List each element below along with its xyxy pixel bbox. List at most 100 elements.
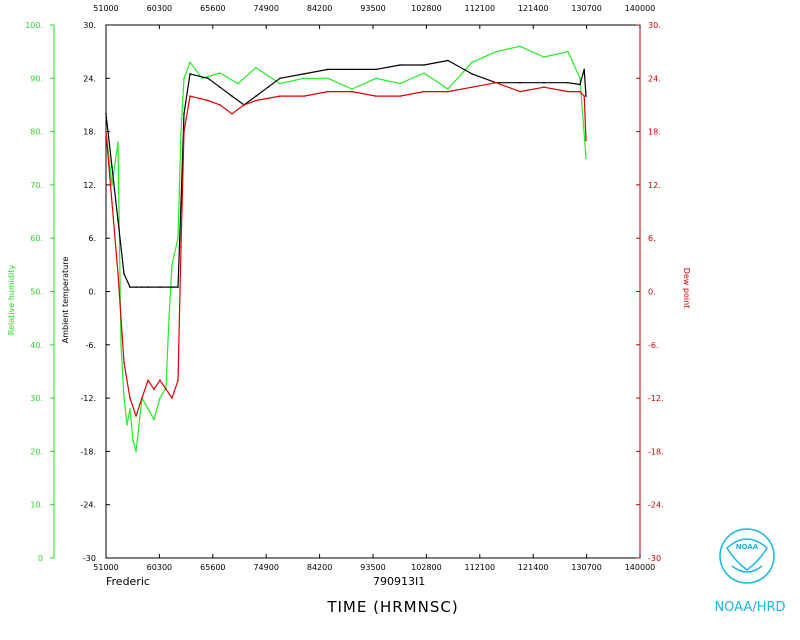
dewpoint-series-point bbox=[153, 388, 155, 391]
dewpoint-series-point bbox=[135, 415, 137, 417]
rh-series-point bbox=[303, 77, 305, 80]
x-tick-label: 74900 bbox=[253, 563, 278, 572]
dewpoint-axis-tick-label: -12. bbox=[648, 394, 664, 403]
rh-series-point bbox=[147, 408, 149, 410]
ticks-layer: 51000 51000 60300 60300 65600 65600 74900 74900… bbox=[25, 4, 663, 572]
temp-axis-tick-label: 24. bbox=[83, 74, 96, 83]
temperature-series-point bbox=[255, 95, 257, 97]
temp-axis-tick-label: -30 bbox=[83, 554, 96, 563]
temperature-series-point bbox=[177, 286, 179, 288]
temp-axis-tick-label: -6. bbox=[85, 341, 96, 350]
flight-id: 790913I1 bbox=[373, 575, 425, 588]
dewpoint-series-point bbox=[180, 246, 182, 248]
rh-series-point bbox=[120, 344, 122, 346]
dewpoint-series-point bbox=[583, 95, 585, 97]
x-tick-label: 93500 bbox=[360, 563, 385, 572]
temperature-series-point bbox=[129, 286, 131, 288]
temperature-series-point bbox=[351, 68, 353, 71]
dewpoint-series-point bbox=[471, 86, 473, 88]
temp-axis-tick-label: 6. bbox=[88, 234, 96, 243]
x-tick-label-top: 65600 bbox=[200, 4, 225, 13]
temperature-series-point bbox=[111, 166, 113, 168]
temp-axis-tick-label: 30. bbox=[83, 21, 96, 30]
dewpoint-series-point bbox=[147, 379, 149, 382]
dewpoint-axis-tick-label: -24. bbox=[648, 501, 664, 510]
temperature-series-point bbox=[147, 286, 149, 288]
dewpoint-series-point bbox=[165, 388, 167, 391]
storm-label: Frederic bbox=[106, 575, 150, 588]
x-tick-label: 130700 bbox=[571, 563, 602, 572]
x-tick-label-top: 112100 bbox=[465, 4, 496, 13]
rh-series-point bbox=[126, 424, 128, 426]
rh-axis-tick-label: 70. bbox=[30, 181, 43, 190]
dewpoint-series-point bbox=[141, 397, 143, 399]
x-tick-label: 60300 bbox=[147, 563, 172, 572]
rh-series-point bbox=[351, 88, 353, 90]
x-tick-label: 102800 bbox=[411, 563, 442, 572]
rh-series-point bbox=[447, 88, 449, 90]
temperature-series-point bbox=[447, 59, 449, 62]
x-tick-label-top: 130700 bbox=[571, 4, 602, 13]
dewpoint-series-point bbox=[129, 397, 131, 399]
rh-series-point bbox=[327, 77, 329, 80]
rh-series-point bbox=[132, 439, 134, 442]
rh-axis-tick-label: 90. bbox=[30, 74, 43, 83]
rh-axis-tick-label: 10. bbox=[30, 501, 43, 510]
rh-series-point bbox=[579, 77, 581, 80]
dewpoint-series-point bbox=[123, 361, 125, 364]
temperature-series-point bbox=[267, 86, 269, 88]
temp-axis-tick-label: -18. bbox=[80, 447, 96, 456]
plot-frame bbox=[105, 24, 641, 559]
rh-series-point bbox=[117, 141, 119, 144]
dewpoint-series-point bbox=[171, 397, 173, 399]
temperature-series-point bbox=[171, 286, 173, 288]
temperature-series-point bbox=[219, 86, 221, 88]
rh-series-point bbox=[255, 66, 257, 69]
rh-series-point bbox=[168, 317, 170, 319]
dewpoint-series-point bbox=[327, 90, 329, 93]
x-tick-label: 121400 bbox=[518, 563, 549, 572]
rh-series-point bbox=[183, 77, 185, 80]
rh-axis-tick-label: 60. bbox=[30, 234, 43, 243]
dewpoint-axis-tick-label: -30 bbox=[648, 554, 661, 563]
temperature-series-point bbox=[141, 286, 143, 288]
temperature-series-point bbox=[585, 95, 587, 97]
temperature-series-point bbox=[189, 73, 191, 75]
temp-axis-tick-label: -24. bbox=[80, 501, 96, 510]
rh-series-point bbox=[519, 45, 521, 48]
temp-axis-tick-label: -12. bbox=[80, 394, 96, 403]
temperature-series-point bbox=[583, 68, 585, 71]
rh-axis-tick-label: 100. bbox=[25, 21, 43, 30]
temperature-series-point bbox=[231, 95, 233, 97]
temp-axis-tick-label: 0. bbox=[88, 288, 96, 297]
dewpoint-series-point bbox=[399, 95, 401, 97]
dewpoint-axis-tick-label: -18. bbox=[648, 447, 664, 456]
dewpoint-series-point bbox=[219, 104, 221, 106]
rh-series-point bbox=[495, 50, 497, 53]
rh-series-point bbox=[399, 82, 401, 85]
temperature-series-point bbox=[303, 73, 305, 75]
dewpoint-series-point bbox=[351, 90, 353, 93]
temperature-series-point bbox=[327, 68, 329, 71]
noaa-logo-icon: NOAA bbox=[719, 528, 775, 584]
x-tick-label: 51000 bbox=[93, 563, 118, 572]
temperature-series-point bbox=[117, 219, 119, 222]
rh-series-point bbox=[567, 50, 569, 53]
temperature-series-point bbox=[543, 81, 545, 84]
left-inner-axis-title: Ambient temperature bbox=[61, 257, 70, 344]
left-outer-axis-title: Relative humidity bbox=[7, 265, 16, 335]
temp-axis-tick-label: 18. bbox=[83, 128, 96, 137]
dewpoint-series-point bbox=[231, 113, 233, 115]
x-tick-label: 140000 bbox=[625, 563, 656, 572]
dewpoint-axis-tick-label: 24. bbox=[648, 74, 661, 83]
rh-series-point bbox=[375, 77, 377, 80]
x-tick-label-top: 102800 bbox=[411, 4, 442, 13]
dewpoint-series-point bbox=[579, 90, 581, 93]
rh-series-point bbox=[423, 72, 425, 74]
x-tick-label-top: 74900 bbox=[253, 4, 278, 13]
temperature-series-line bbox=[105, 59, 587, 288]
x-tick-label-top: 93500 bbox=[360, 4, 385, 13]
dewpoint-series-point bbox=[519, 90, 521, 93]
rh-series-point bbox=[201, 77, 203, 80]
dewpoint-series-point bbox=[105, 130, 107, 133]
